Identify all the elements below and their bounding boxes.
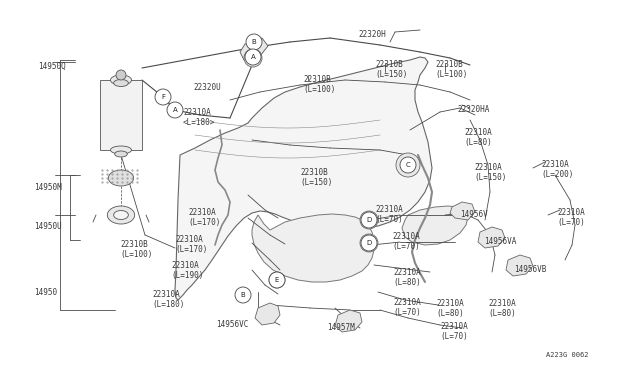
- Circle shape: [360, 211, 378, 229]
- Polygon shape: [240, 38, 268, 60]
- Text: 22310A: 22310A: [392, 232, 420, 241]
- Text: 22310A: 22310A: [440, 322, 468, 331]
- Text: 14950Q: 14950Q: [38, 62, 66, 71]
- Circle shape: [246, 34, 262, 50]
- Polygon shape: [478, 227, 505, 248]
- Circle shape: [400, 157, 416, 173]
- Text: (L=70): (L=70): [393, 308, 420, 317]
- Text: E: E: [275, 277, 279, 283]
- Text: (L=100): (L=100): [303, 85, 335, 94]
- Text: 14956VC: 14956VC: [216, 320, 248, 329]
- Text: 22310A: 22310A: [152, 290, 180, 299]
- Polygon shape: [255, 303, 280, 325]
- Text: (L=170): (L=170): [188, 218, 220, 227]
- Text: 22310A: 22310A: [175, 235, 203, 244]
- Text: (L=80): (L=80): [488, 309, 516, 318]
- Ellipse shape: [108, 170, 134, 186]
- Text: F: F: [161, 94, 165, 100]
- Text: C: C: [406, 162, 410, 168]
- Polygon shape: [335, 310, 362, 332]
- Ellipse shape: [111, 146, 131, 154]
- Text: B: B: [241, 292, 245, 298]
- Text: A: A: [173, 107, 177, 113]
- Text: 14956V: 14956V: [460, 210, 488, 219]
- Text: 22310B: 22310B: [120, 240, 148, 249]
- Text: (L=150): (L=150): [375, 70, 408, 79]
- Circle shape: [360, 234, 378, 252]
- Text: (L=80): (L=80): [393, 278, 420, 287]
- Text: (L=80): (L=80): [464, 138, 492, 147]
- Text: 22310B: 22310B: [303, 75, 331, 84]
- Circle shape: [155, 89, 171, 105]
- Circle shape: [361, 212, 377, 228]
- Ellipse shape: [114, 80, 129, 87]
- Text: 14950M: 14950M: [34, 183, 61, 192]
- Text: (L=190): (L=190): [171, 271, 204, 280]
- Text: (L=70): (L=70): [557, 218, 585, 227]
- Text: 22310A: 22310A: [541, 160, 569, 169]
- Ellipse shape: [108, 206, 134, 224]
- Polygon shape: [252, 214, 374, 282]
- Text: 22310A: 22310A: [393, 298, 420, 307]
- Text: (L=70): (L=70): [440, 332, 468, 341]
- Text: (L=100): (L=100): [120, 250, 152, 259]
- Text: D: D: [366, 217, 372, 223]
- Text: 14950: 14950: [34, 288, 57, 297]
- Text: 22320H: 22320H: [358, 30, 386, 39]
- Text: 22310A: 22310A: [436, 299, 464, 308]
- Circle shape: [269, 272, 285, 288]
- Text: (L=70): (L=70): [375, 215, 403, 224]
- Circle shape: [361, 235, 377, 251]
- Text: 22310A: 22310A: [557, 208, 585, 217]
- Text: 22310B: 22310B: [375, 60, 403, 69]
- Circle shape: [245, 49, 261, 65]
- Text: 22320HA: 22320HA: [457, 105, 490, 114]
- Text: 22310A: 22310A: [188, 208, 216, 217]
- Circle shape: [269, 272, 285, 288]
- Text: B: B: [252, 39, 257, 45]
- Text: (L=170): (L=170): [175, 245, 207, 254]
- Text: 22310A: 22310A: [488, 299, 516, 308]
- Ellipse shape: [114, 211, 129, 219]
- Text: 22310A: 22310A: [474, 163, 502, 172]
- Text: <L=180>: <L=180>: [183, 118, 216, 127]
- Text: 14950U: 14950U: [34, 222, 61, 231]
- Text: (L=80): (L=80): [436, 309, 464, 318]
- Circle shape: [116, 70, 126, 80]
- Polygon shape: [175, 57, 432, 300]
- Text: 22310B: 22310B: [300, 168, 328, 177]
- Text: D: D: [366, 240, 372, 246]
- Polygon shape: [506, 255, 533, 276]
- Polygon shape: [402, 206, 468, 245]
- Text: 14956VB: 14956VB: [514, 265, 547, 274]
- Text: 22310B: 22310B: [435, 60, 463, 69]
- Ellipse shape: [115, 151, 127, 157]
- Text: 22310A: 22310A: [464, 128, 492, 137]
- Text: 22320U: 22320U: [193, 83, 221, 92]
- Text: A: A: [251, 54, 255, 60]
- Text: (L=100): (L=100): [435, 70, 467, 79]
- Text: 14956VA: 14956VA: [484, 237, 516, 246]
- Text: 22310A: 22310A: [183, 108, 211, 117]
- Polygon shape: [450, 202, 475, 220]
- Text: (L=150): (L=150): [300, 178, 332, 187]
- Text: 14957M: 14957M: [327, 323, 355, 332]
- Text: (L=200): (L=200): [541, 170, 573, 179]
- Circle shape: [402, 159, 414, 171]
- Text: 22310A: 22310A: [393, 268, 420, 277]
- Text: (L=150): (L=150): [474, 173, 506, 182]
- Ellipse shape: [111, 75, 131, 85]
- Text: A223G 0062: A223G 0062: [546, 352, 589, 358]
- Circle shape: [235, 287, 251, 303]
- Circle shape: [244, 49, 262, 67]
- Bar: [100, 80, 142, 150]
- Text: (L=70): (L=70): [392, 242, 420, 251]
- Text: 22310A: 22310A: [171, 261, 199, 270]
- Circle shape: [396, 153, 420, 177]
- Text: 22310A: 22310A: [375, 205, 403, 214]
- Text: (L=180): (L=180): [152, 300, 184, 309]
- Circle shape: [167, 102, 183, 118]
